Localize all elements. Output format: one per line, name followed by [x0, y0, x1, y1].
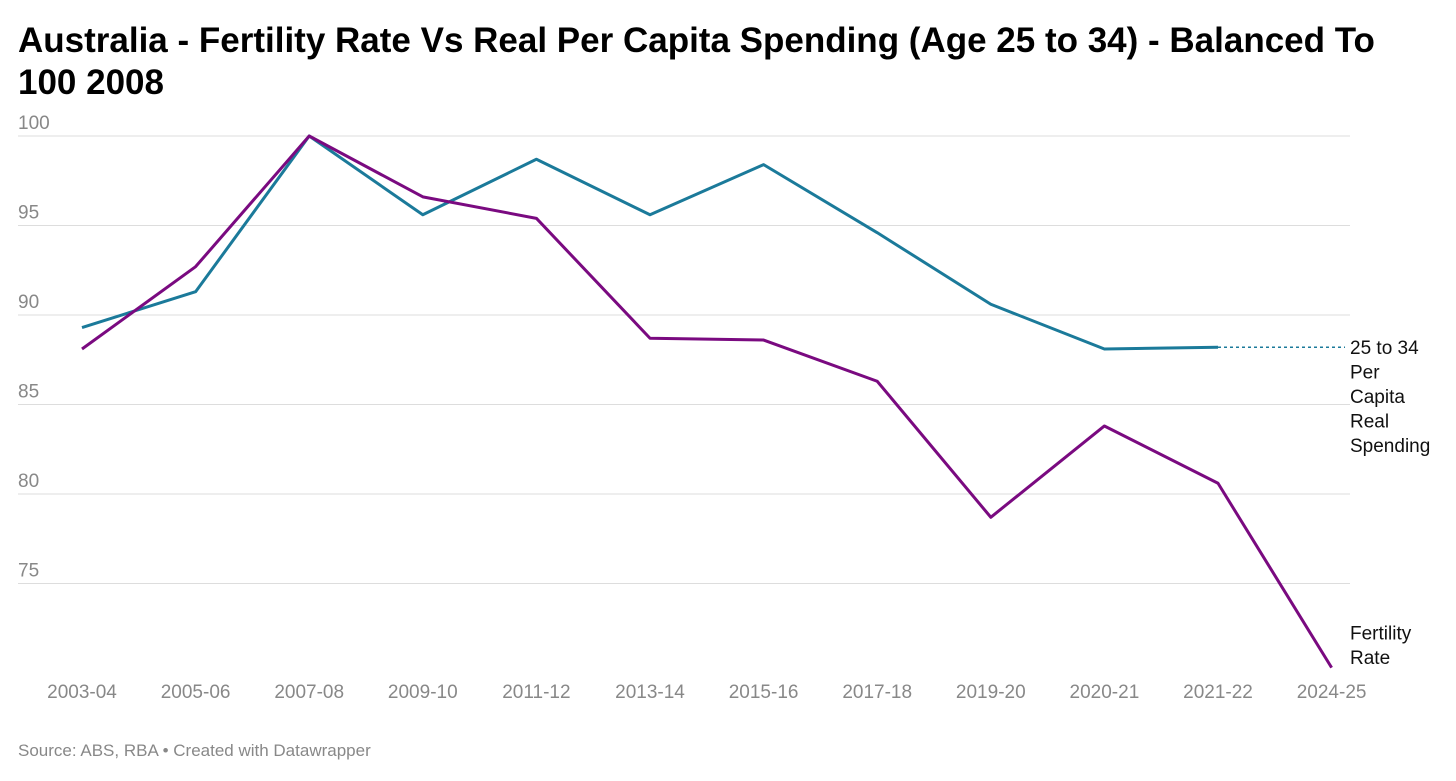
- series-label: Spending: [1350, 436, 1430, 457]
- x-tick-label: 2020-21: [1070, 682, 1140, 703]
- y-tick-label: 80: [18, 471, 39, 492]
- series-label: Per: [1350, 363, 1380, 384]
- x-tick-label: 2024-25: [1297, 682, 1367, 703]
- series-label: Real: [1350, 412, 1389, 433]
- y-tick-label: 85: [18, 382, 39, 403]
- series-label: Fertility: [1350, 624, 1412, 645]
- y-tick-label: 100: [18, 113, 50, 134]
- chart-title: Australia - Fertility Rate Vs Real Per C…: [18, 21, 1375, 102]
- x-tick-label: 2015-16: [729, 682, 799, 703]
- y-tick-label: 75: [18, 561, 39, 582]
- x-tick-label: 2011-12: [502, 682, 570, 703]
- series-line-1: [81, 134, 1333, 669]
- x-tick-label: 2005-06: [161, 682, 231, 703]
- series-label: Capita: [1350, 387, 1405, 408]
- x-tick-label: 2009-10: [388, 682, 458, 703]
- series-line-0: [81, 134, 1219, 351]
- y-tick-label: 95: [18, 203, 39, 224]
- x-tick-label: 2007-08: [274, 682, 344, 703]
- y-tick-label: 90: [18, 292, 39, 313]
- source-note: Source: ABS, RBA • Created with Datawrap…: [18, 741, 371, 760]
- x-tick-label: 2017-18: [842, 682, 912, 703]
- x-tick-label: 2013-14: [615, 682, 685, 703]
- x-tick-label: 2019-20: [956, 682, 1026, 703]
- x-tick-label: 2021-22: [1183, 682, 1253, 703]
- series-label: Rate: [1350, 648, 1390, 669]
- series-label: 25 to 34: [1350, 338, 1419, 359]
- x-tick-label: 2003-04: [47, 682, 117, 703]
